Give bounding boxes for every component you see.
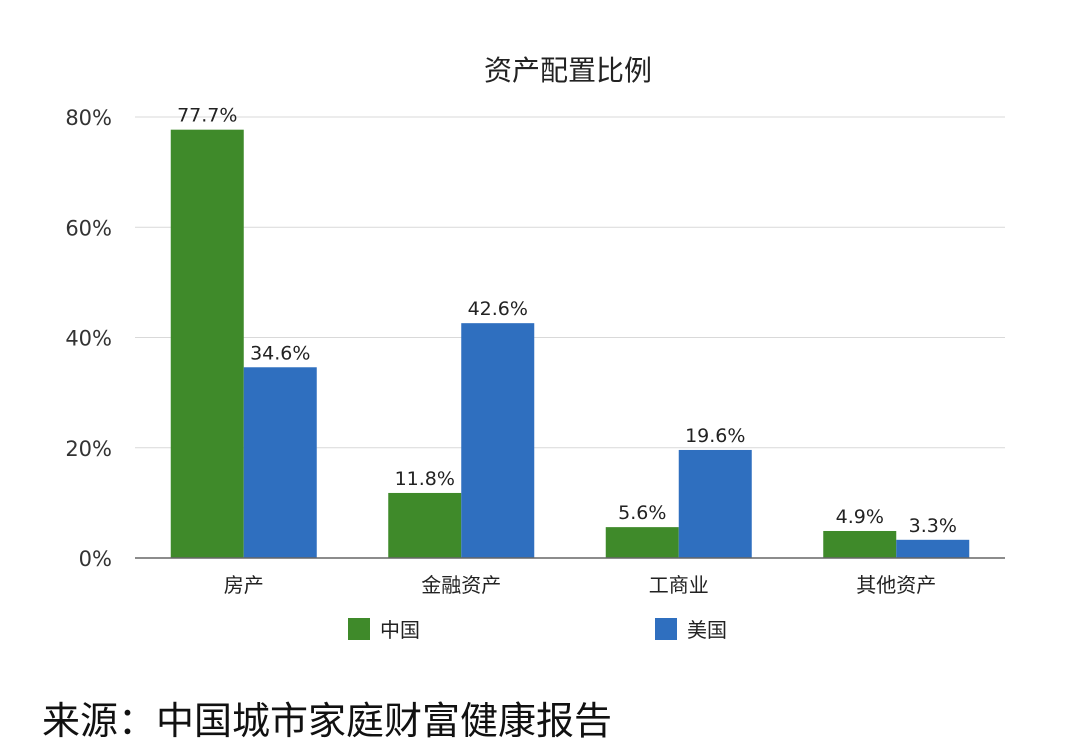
x-tick-label: 房产 (224, 573, 264, 597)
legend-swatch (655, 618, 677, 640)
bar (823, 530, 897, 558)
grid-lines (135, 116, 1005, 449)
data-label: 34.6% (250, 342, 310, 364)
legend-label: 中国 (380, 618, 420, 642)
legend: 中国 美国 (348, 618, 727, 642)
y-tick-label: 60% (65, 216, 112, 240)
bar (461, 323, 535, 558)
source-note: 来源：中国城市家庭财富健康报告 (42, 699, 613, 743)
y-tick-label: 80% (65, 106, 112, 130)
bar (388, 492, 462, 558)
y-tick-label: 0% (79, 547, 112, 571)
data-label: 11.8% (395, 468, 455, 490)
bar (170, 129, 244, 558)
bars (170, 129, 970, 558)
legend-swatch (348, 618, 370, 640)
x-tick-label: 工商业 (649, 573, 709, 597)
bar (605, 527, 679, 558)
bar (678, 449, 752, 558)
data-label: 19.6% (685, 425, 745, 447)
data-label: 77.7% (177, 105, 237, 127)
data-labels: 77.7% 34.6% 11.8% 42.6% 5.6% 19.6% 4.9% 3.3% (177, 105, 957, 537)
data-label: 3.3% (909, 515, 957, 537)
data-label: 4.9% (836, 506, 884, 528)
x-axis-ticks: 房产 金融资产 工商业 其他资产 (224, 573, 937, 597)
bar (896, 539, 970, 558)
y-tick-label: 40% (65, 327, 112, 351)
y-axis-ticks: 0% 20% 40% 60% 80% (65, 106, 112, 571)
y-tick-label: 20% (65, 437, 112, 461)
data-label: 5.6% (618, 502, 666, 524)
x-tick-label: 其他资产 (856, 573, 936, 597)
data-label: 42.6% (468, 298, 528, 320)
legend-label: 美国 (687, 618, 727, 642)
x-tick-label: 金融资产 (421, 573, 501, 597)
chart-title: 资产配置比例 (484, 54, 652, 87)
bar (243, 367, 317, 558)
